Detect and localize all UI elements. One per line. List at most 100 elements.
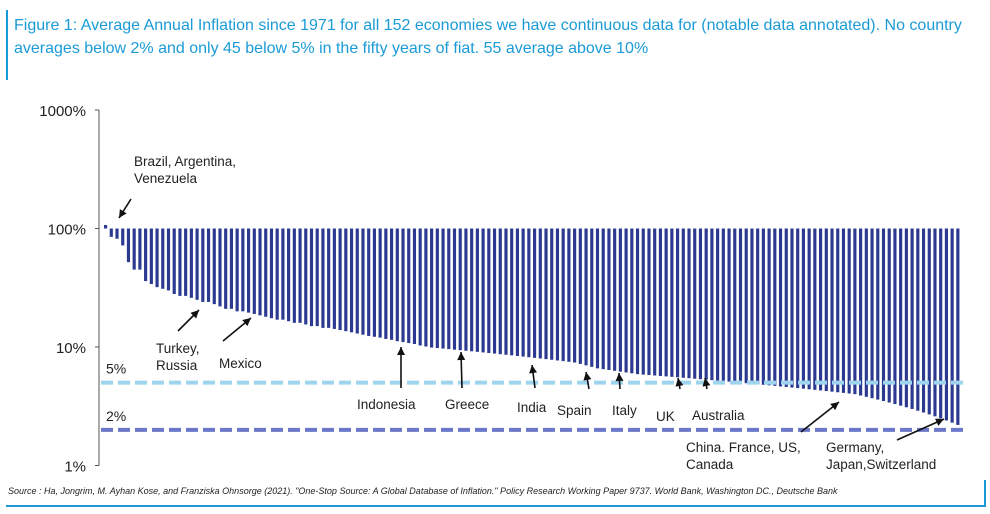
annotation-label: Brazil, Argentina, [134,154,236,169]
data-bar [939,228,943,419]
annotation-arrow-head [935,418,944,426]
data-bar [218,228,222,307]
data-bar [807,228,811,390]
data-bar [441,228,445,349]
data-bar [555,228,560,361]
annotation-arrow-head [397,347,405,355]
data-bar [104,225,108,229]
annotation-label: UK [656,409,675,424]
annotation-label: Spain [557,403,592,418]
annotation-label: Venezuela [134,171,198,186]
annotation-arrow-head [830,402,839,411]
data-bar [155,228,159,288]
data-bar [613,228,617,371]
data-bar [824,228,828,392]
data-bar [281,228,285,320]
data-bar [126,228,131,263]
data-bar [853,228,857,395]
data-bar [269,228,274,319]
data-bar [573,228,577,363]
data-bar [298,228,302,323]
frame-right-rule [984,480,986,506]
data-bar [899,228,903,406]
data-bar [876,228,880,400]
data-bar [435,228,439,349]
data-bar [681,228,685,378]
data-bar [544,228,548,360]
annotation-arrow-head [675,378,684,387]
annotation-label: Russia [156,358,198,373]
data-bar [189,228,193,298]
annotation-arrow-head [119,209,127,218]
annotation-label: Australia [692,408,745,423]
annotation-arrow-head [190,310,199,319]
data-bar [144,228,148,282]
data-bar [881,228,886,402]
data-bar [670,228,674,377]
data-bar [750,228,754,384]
data-bar [550,228,554,360]
data-bar [698,228,703,380]
annotation-arrow-head [242,318,251,327]
data-bar [241,228,245,312]
source-note: Source : Ha, Jongrim, M. Ayhan Kose, and… [8,486,838,496]
data-bar [470,228,474,352]
data-bar [338,228,342,331]
data-bar [635,228,640,375]
data-bar [910,228,914,409]
data-bar [149,228,153,285]
data-bar [161,228,165,289]
annotation-arrow-head [583,372,592,381]
data-bar [756,228,760,385]
data-bar [687,228,691,379]
data-bar [447,228,451,350]
data-bar [859,228,863,396]
annotation-arrow-head [457,352,466,361]
data-bar [584,228,588,366]
data-bar [418,228,422,346]
data-bar [515,228,519,356]
data-bar [944,228,948,421]
data-bar [492,228,497,354]
data-bar [344,228,348,332]
annotation-arrow-head [529,365,538,374]
reference-line-label: 2% [106,408,126,424]
data-bar [847,228,851,394]
data-bar [830,228,834,392]
data-bar [487,228,491,353]
y-tick-label: 100% [48,222,86,239]
data-bar [790,228,794,388]
data-bar [224,228,228,309]
y-tick-label: 1% [64,459,86,476]
data-bar [452,228,457,350]
data-bar [275,228,279,320]
data-bar [138,228,142,270]
data-bar [304,228,308,325]
data-bar [841,228,846,393]
data-bar [166,228,171,291]
data-bar [327,228,331,328]
data-bar [292,228,296,323]
data-bar [796,228,800,389]
data-bar [424,228,428,347]
data-bar [367,228,371,336]
data-bar [784,228,788,387]
data-bar [836,228,840,393]
data-bar [252,228,256,314]
data-bar [361,228,365,335]
annotation-arrow-line [896,418,945,441]
data-bar [647,228,651,376]
data-bar [258,228,262,316]
data-bar [664,228,668,377]
data-bar [630,228,634,374]
data-bar [595,228,600,369]
data-bar [178,228,182,296]
data-bar [721,228,725,382]
data-bar [401,228,405,343]
data-bar [956,228,960,425]
data-bar [733,228,737,383]
data-bar [904,228,908,408]
data-bar [716,228,720,381]
data-bar [676,228,680,378]
